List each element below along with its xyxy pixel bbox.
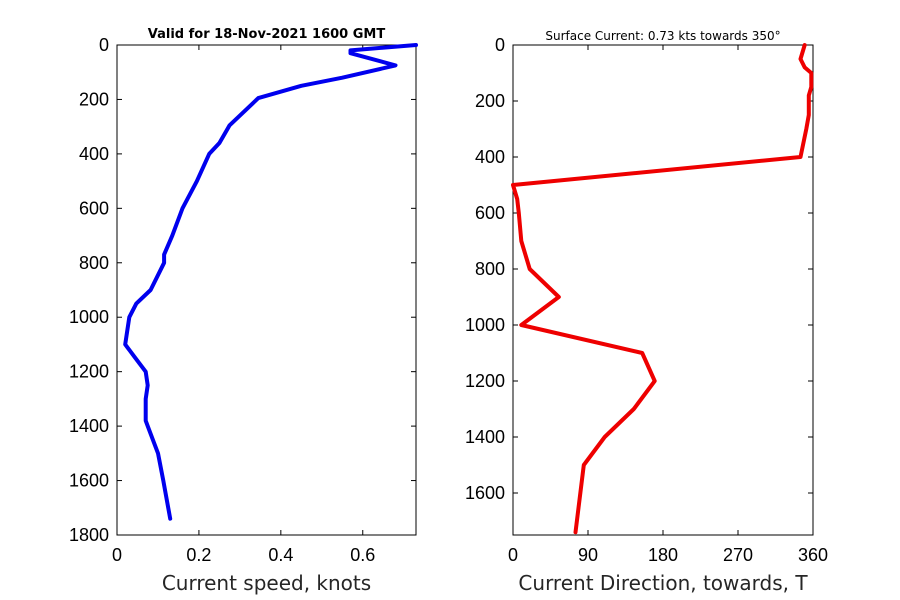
speed-ytick-label: 800 [79,253,109,273]
direction-ytick-label: 200 [475,91,505,111]
direction-xtick-label: 360 [798,545,828,565]
speed-ytick-label: 1200 [69,362,109,382]
speed-series-line [123,43,418,521]
speed-xtick-label: 0.2 [186,545,211,565]
direction-chart-title: Surface Current: 0.73 kts towards 350° [545,29,780,43]
speed-ytick-label: 200 [79,89,109,109]
direction-series-line [511,43,814,535]
direction-ytick-label: 600 [475,203,505,223]
speed-chart-title: Valid for 18-Nov-2021 1600 GMT [148,27,386,42]
speed-ytick-label: 400 [79,144,109,164]
speed-panel: 0 0.2 0.4 0.6 0 200 400 600 800 1000 1200 1400 1600 1… [69,27,418,595]
speed-ytick-label: 1600 [69,471,109,491]
direction-ytick-label: 0 [495,35,505,55]
speed-ytick-label: 1800 [69,525,109,545]
direction-xtick-label: 0 [508,545,518,565]
direction-axes-box [512,44,814,536]
speed-ytick-label: 0 [99,35,109,55]
speed-xtick-label: 0.6 [350,545,375,565]
direction-xtick-label: 90 [578,545,598,565]
direction-panel: 0 90 180 270 360 0 200 400 600 800 1000 1200 1400 160… [465,29,828,595]
direction-x-axis-label: Current Direction, towards, T [518,571,808,595]
speed-axes-box [116,44,417,536]
speed-ytick-label: 1400 [69,416,109,436]
direction-ytick-label: 1400 [465,427,505,447]
direction-xtick-label: 270 [723,545,753,565]
speed-ytick-label: 1000 [69,307,109,327]
speed-x-axis-label: Current speed, knots [162,571,371,595]
direction-xtick-label: 180 [648,545,678,565]
direction-ytick-label: 1200 [465,371,505,391]
direction-ytick-label: 800 [475,259,505,279]
speed-xtick-label: 0.4 [268,545,293,565]
direction-ytick-label: 1000 [465,315,505,335]
speed-ytick-label: 600 [79,198,109,218]
speed-xtick-label: 0 [112,545,122,565]
direction-ytick-label: 400 [475,147,505,167]
direction-ytick-label: 1600 [465,483,505,503]
